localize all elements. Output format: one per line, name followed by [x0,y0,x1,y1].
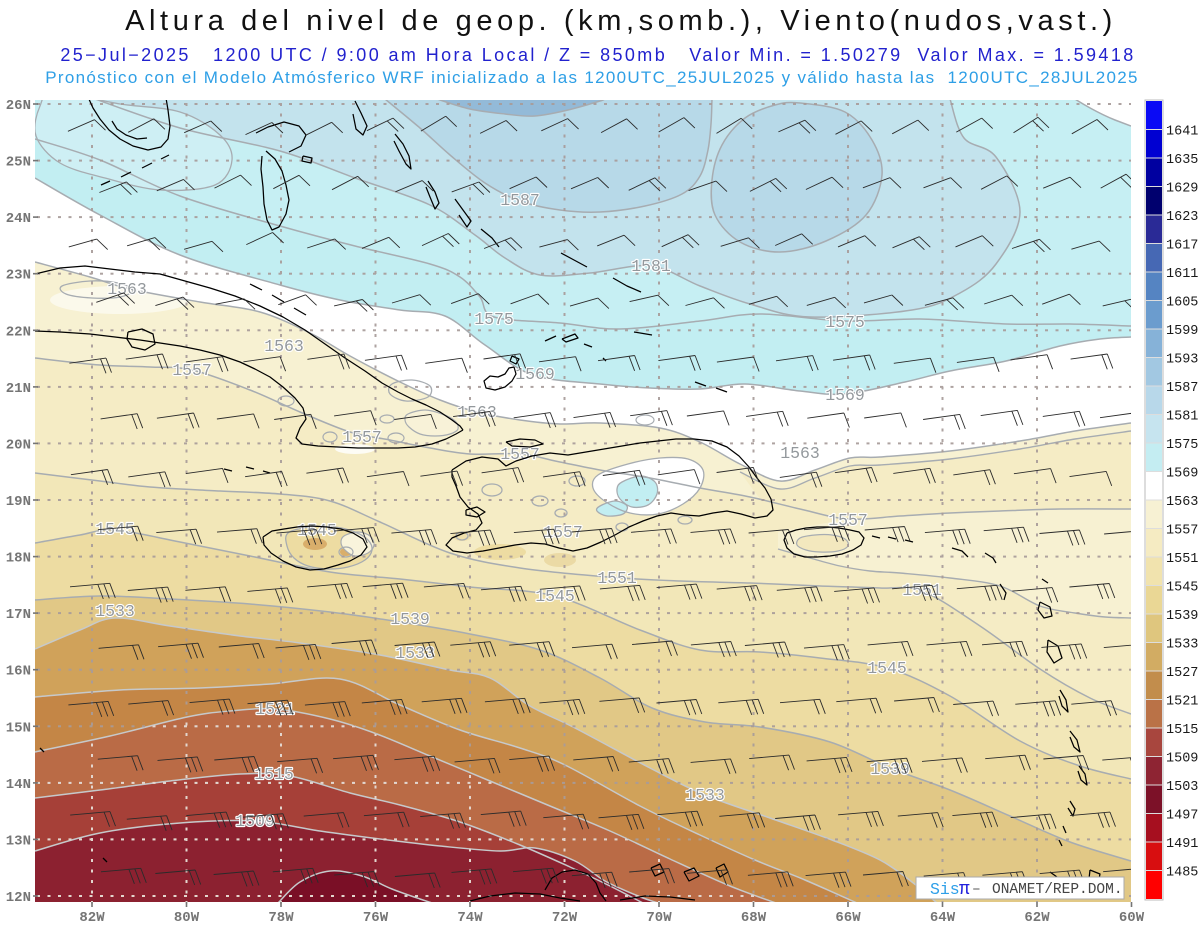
svg-text:1533: 1533 [395,644,435,663]
svg-text:1563: 1563 [780,444,820,463]
svg-text:1545: 1545 [867,659,907,678]
svg-text:1557: 1557 [500,445,540,464]
svg-text:1575: 1575 [825,313,865,332]
svg-text:14N: 14N [6,777,31,793]
svg-text:21N: 21N [6,381,31,397]
svg-text:25N: 25N [6,155,31,171]
svg-text:60W: 60W [1119,910,1145,926]
svg-text:22N: 22N [6,324,31,340]
svg-text:1557: 1557 [828,511,868,530]
svg-text:1563: 1563 [264,337,304,356]
svg-text:1575: 1575 [474,310,514,329]
svg-text:20N: 20N [6,437,31,453]
svg-text:66W: 66W [835,910,861,926]
svg-text:1515: 1515 [254,765,294,784]
svg-text:1509: 1509 [235,812,275,831]
svg-text:1551: 1551 [902,581,942,600]
svg-text:62W: 62W [1024,910,1050,926]
svg-text:23N: 23N [6,268,31,284]
svg-text:80W: 80W [174,910,200,926]
svg-text:1569: 1569 [515,365,555,384]
svg-text:74W: 74W [457,910,483,926]
svg-text:15N: 15N [6,720,31,736]
svg-text:26N: 26N [6,98,31,114]
svg-text:1521: 1521 [255,700,295,719]
svg-text:70W: 70W [646,910,672,926]
svg-text:24N: 24N [6,211,31,227]
svg-text:12N: 12N [6,890,31,906]
svg-text:68W: 68W [741,910,767,926]
svg-text:1539: 1539 [390,610,430,629]
svg-text:18N: 18N [6,551,31,567]
svg-text:64W: 64W [930,910,956,926]
svg-text:1557: 1557 [342,428,382,447]
svg-text:1545: 1545 [535,587,575,606]
svg-text:1533: 1533 [685,786,725,805]
svg-text:78W: 78W [268,910,294,926]
svg-text:1563: 1563 [107,280,147,299]
svg-text:17N: 17N [6,607,31,623]
svg-text:19N: 19N [6,494,31,510]
svg-text:1563: 1563 [457,403,497,422]
svg-text:82W: 82W [79,910,105,926]
svg-text:1581: 1581 [631,257,671,276]
svg-text:1539: 1539 [870,760,910,779]
svg-text:1587: 1587 [500,191,540,210]
svg-text:72W: 72W [552,910,578,926]
svg-text:1533: 1533 [95,602,135,621]
svg-text:76W: 76W [363,910,389,926]
svg-text:1545: 1545 [95,520,135,539]
svg-text:1569: 1569 [825,386,865,405]
svg-text:13N: 13N [6,833,31,849]
svg-text:1551: 1551 [597,569,637,588]
svg-text:1557: 1557 [172,361,212,380]
svg-text:1557: 1557 [543,523,583,542]
svg-text:16N: 16N [6,664,31,680]
